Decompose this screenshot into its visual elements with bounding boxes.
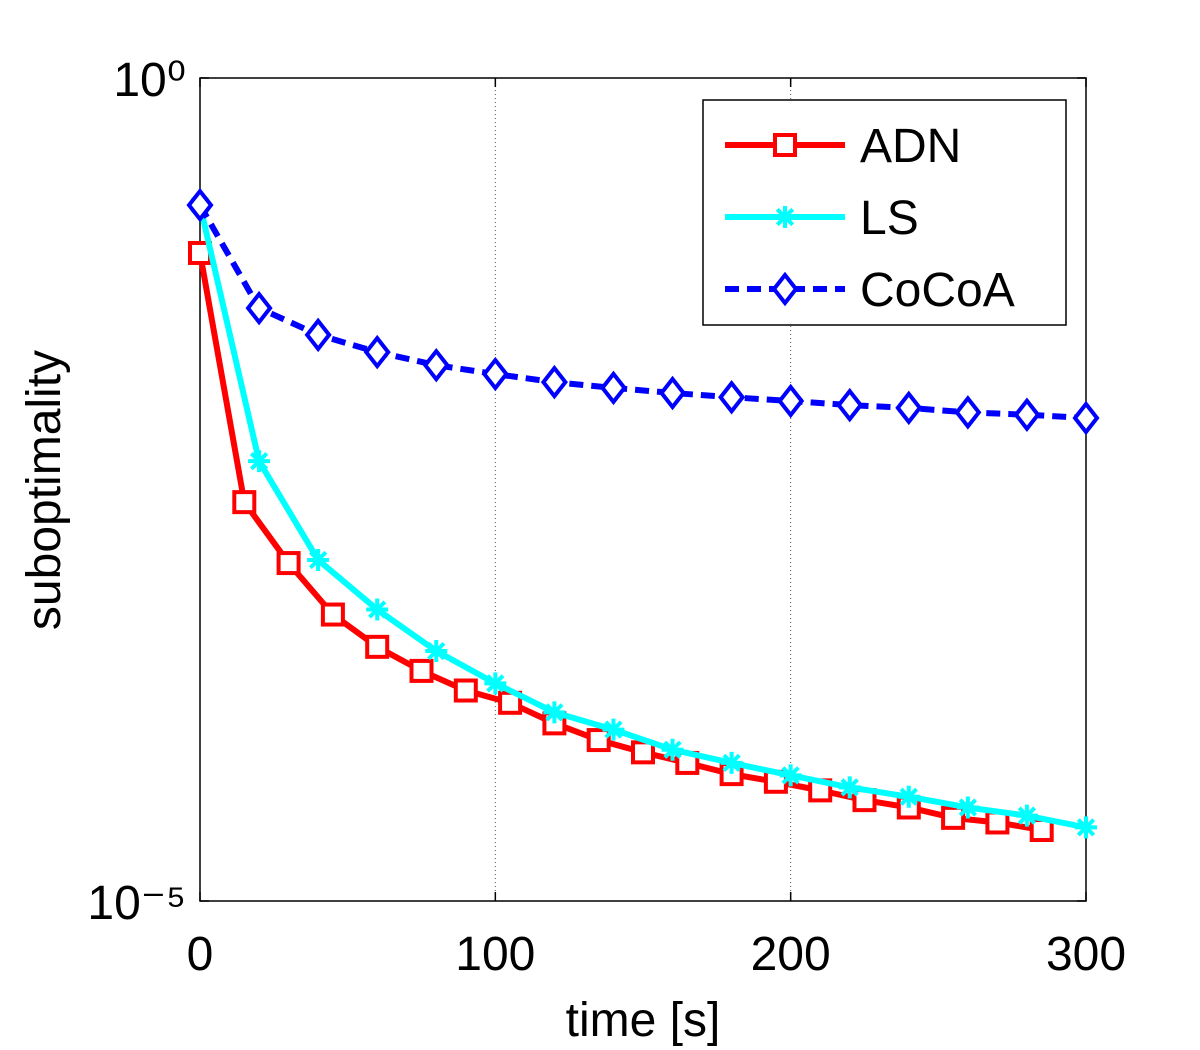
marker bbox=[232, 490, 257, 515]
y-tick-label: 10⁻⁵ bbox=[87, 877, 186, 930]
x-tick-label: 200 bbox=[751, 928, 831, 981]
marker bbox=[897, 785, 920, 808]
marker bbox=[543, 701, 566, 724]
marker bbox=[245, 290, 273, 326]
marker bbox=[276, 551, 301, 576]
marker bbox=[540, 364, 568, 400]
plot-frame bbox=[199, 77, 1087, 902]
marker bbox=[307, 548, 330, 571]
marker bbox=[1015, 804, 1038, 827]
legend-label: CoCoA bbox=[860, 264, 1015, 317]
marker bbox=[304, 317, 332, 353]
marker bbox=[954, 395, 982, 430]
legend-box bbox=[702, 99, 1067, 326]
marker bbox=[838, 776, 861, 799]
marker bbox=[1013, 397, 1041, 432]
x-axis-label: time [s] bbox=[566, 994, 721, 1047]
marker bbox=[602, 718, 625, 741]
marker bbox=[186, 187, 214, 223]
legend-marker bbox=[774, 206, 796, 228]
marker bbox=[248, 450, 271, 473]
marker bbox=[453, 678, 478, 703]
marker bbox=[661, 738, 684, 761]
marker bbox=[836, 387, 864, 423]
x-tick-label: 0 bbox=[187, 928, 214, 981]
marker bbox=[631, 740, 655, 765]
legend-marker bbox=[771, 271, 799, 307]
marker bbox=[599, 370, 628, 406]
marker bbox=[777, 383, 805, 419]
marker bbox=[366, 598, 389, 621]
legend-label: ADN bbox=[860, 120, 961, 173]
y-axis-label: suboptimality bbox=[18, 350, 71, 630]
legend-marker bbox=[773, 133, 797, 157]
marker bbox=[895, 390, 923, 426]
marker bbox=[1072, 400, 1100, 436]
x-tick-label: 300 bbox=[1046, 928, 1126, 981]
marker bbox=[365, 634, 390, 659]
line bbox=[197, 204, 1087, 831]
marker bbox=[484, 672, 507, 695]
marker bbox=[956, 796, 979, 819]
marker bbox=[941, 805, 966, 830]
marker bbox=[425, 640, 448, 663]
x-tick-label: 100 bbox=[455, 928, 535, 981]
marker bbox=[422, 347, 450, 383]
marker bbox=[1075, 816, 1097, 839]
marker bbox=[720, 751, 743, 774]
marker bbox=[779, 764, 802, 787]
legend: ADN LS CoCoA bbox=[702, 99, 1067, 326]
marker bbox=[409, 658, 434, 683]
legend-label: LS bbox=[860, 192, 919, 245]
marker bbox=[718, 379, 746, 415]
marker bbox=[658, 375, 687, 411]
marker bbox=[586, 728, 611, 753]
line bbox=[197, 203, 1087, 421]
y-tick-label: 10⁰ bbox=[113, 54, 186, 107]
marker bbox=[320, 602, 345, 627]
marker bbox=[481, 356, 509, 392]
marker bbox=[363, 334, 391, 370]
